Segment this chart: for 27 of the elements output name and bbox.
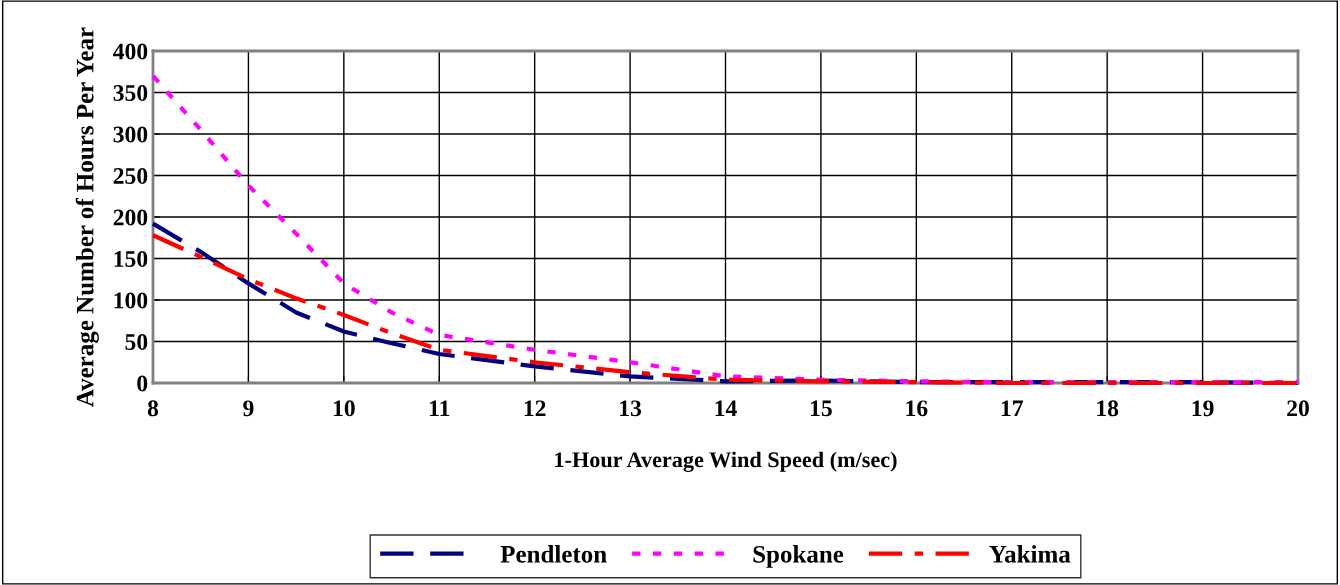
x-tick-label: 11 [429,400,450,417]
y-tick-label: 400 [113,43,148,60]
legend-label: Pendleton [500,545,607,563]
y-axis-title: Average Number of Hours Per Year [75,27,99,407]
y-tick-label: 150 [114,250,148,267]
x-tick-label: 17 [1001,400,1023,417]
y-tick-label: 300 [113,126,148,143]
x-tick-label: 18 [1097,400,1119,417]
x-tick-label: 16 [906,400,928,417]
y-tick-label: 200 [113,209,148,226]
x-axis-title: 1-Hour Average Wind Speed (m/sec) [555,451,897,472]
x-tick-label: 10 [333,400,355,417]
y-tick-label: 350 [113,84,148,101]
x-tick-label: 13 [620,400,642,417]
y-tick-label: 250 [113,167,148,184]
y-tick-label: 0 [137,375,148,392]
legend-label: Yakima [989,545,1071,563]
y-tick-label: 100 [114,292,148,309]
x-tick-label: 9 [243,400,254,417]
legend-label: Spokane [753,545,844,568]
x-tick-label: 15 [811,400,832,417]
x-tick-label: 19 [1192,400,1214,417]
x-tick-label: 14 [715,400,737,417]
x-tick-label: 12 [524,400,546,417]
y-tick-label: 50 [125,333,148,350]
x-tick-label: 8 [147,400,159,417]
x-tick-label: 20 [1287,400,1309,417]
